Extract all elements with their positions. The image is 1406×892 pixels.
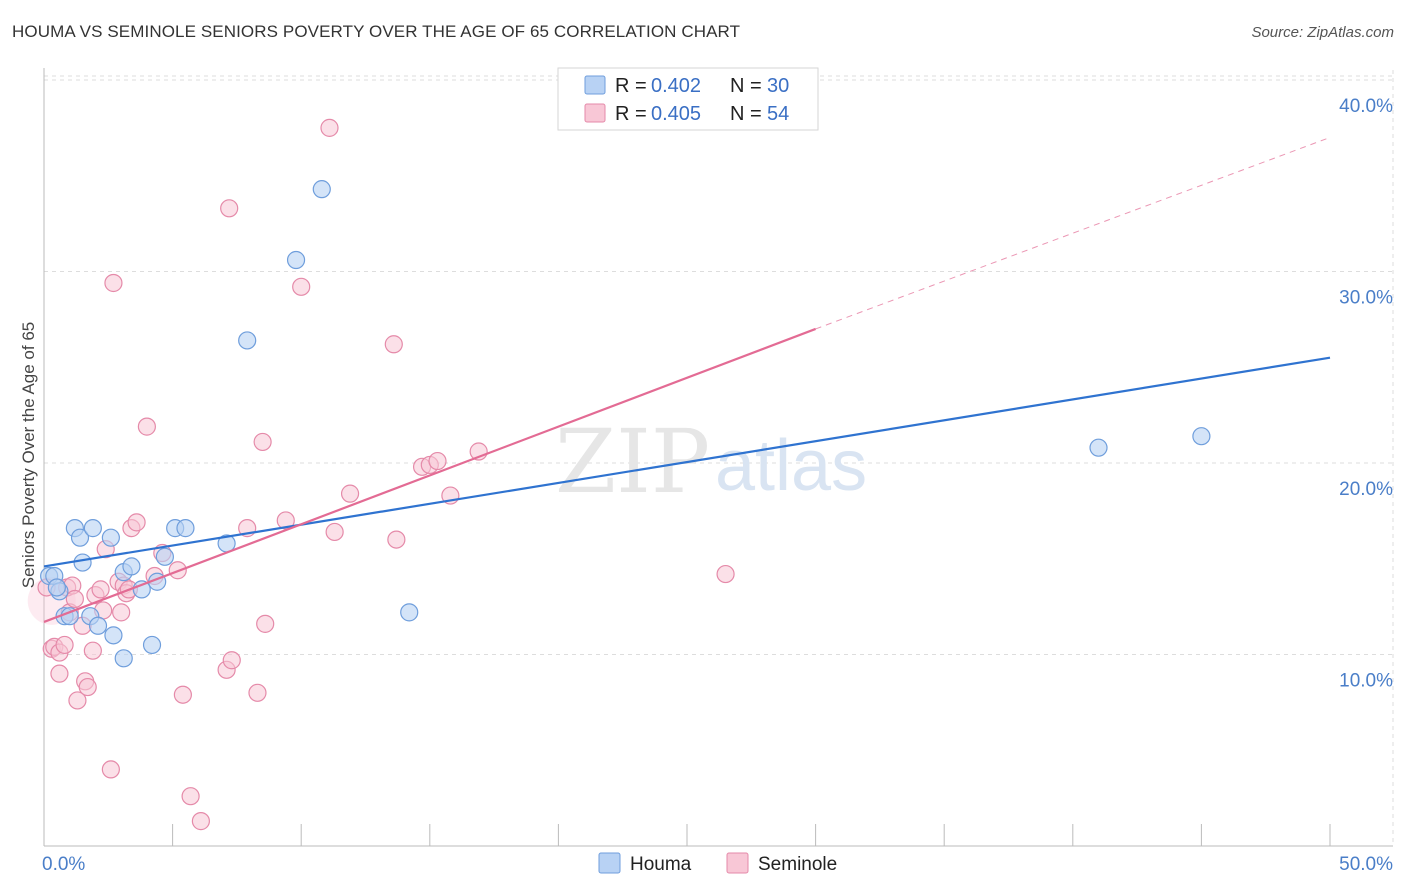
seminole-point-27 xyxy=(127,513,146,532)
legend-swatch-houma xyxy=(584,75,606,95)
seminole-point-37 xyxy=(222,651,241,670)
seminole-point-4 xyxy=(50,664,69,683)
seminole-point-13 xyxy=(78,677,97,697)
seminole-point-39 xyxy=(248,683,267,702)
x-tick-labels: 0.0% 50.0% xyxy=(42,854,1393,875)
bottom-legend-swatch-houma xyxy=(598,852,621,874)
trend-lines xyxy=(43,136,1331,623)
seminole-point-10 xyxy=(68,691,87,710)
seminole-point-16 xyxy=(91,580,110,599)
seminole-point-48 xyxy=(387,530,406,549)
bottom-legend-swatch-seminole xyxy=(726,852,749,874)
x-tick-label-max: 50.0% xyxy=(1339,854,1393,875)
seminole-point-33 xyxy=(181,787,200,806)
houma-point-16 xyxy=(132,580,151,599)
houma-point-13 xyxy=(114,649,133,668)
houma-point-12 xyxy=(104,626,123,645)
houma-point-17 xyxy=(142,635,162,655)
houma-point-10 xyxy=(88,616,108,635)
seminole-point-28 xyxy=(137,417,156,436)
seminole-point-9 xyxy=(65,589,84,609)
legend-r-value-houma: 0.402 xyxy=(651,75,701,97)
houma-point-26 xyxy=(400,603,419,622)
chart-title: HOUMA VS SEMINOLE SENIORS POVERTY OVER T… xyxy=(12,22,741,41)
legend-r-value-seminole: 0.405 xyxy=(651,103,701,125)
bottom-legend: Houma Seminole xyxy=(598,852,837,875)
legend-r-label-seminole: R = xyxy=(615,103,647,125)
houma-point-27 xyxy=(1089,438,1108,457)
seminole-point-41 xyxy=(256,614,275,633)
legend-box: R = 0.402 N = 30 R = 0.405 N = 54 xyxy=(557,67,819,131)
seminole-point-45 xyxy=(325,522,344,542)
y-tick-label-20: 20.0% xyxy=(1339,479,1393,500)
houma-point-24 xyxy=(286,250,306,270)
watermark: ZIP atlas xyxy=(555,410,867,513)
houma-point-25 xyxy=(312,180,331,199)
houma-point-15 xyxy=(122,557,141,576)
seminole-point-47 xyxy=(384,335,403,354)
seminole-point-54 xyxy=(716,564,735,584)
seminole-trend-line xyxy=(43,327,816,623)
y-tick-label-10: 10.0% xyxy=(1339,671,1393,692)
y-tick-label-40: 40.0% xyxy=(1339,96,1393,117)
axes xyxy=(43,68,1393,847)
seminole-point-51 xyxy=(428,451,447,471)
seminole-point-40 xyxy=(253,432,272,452)
legend-n-value-houma: 30 xyxy=(767,75,789,97)
houma-point-28 xyxy=(1192,427,1211,446)
seminole-point-5 xyxy=(55,635,74,655)
seminole-point-19 xyxy=(101,760,120,779)
seminole-point-36 xyxy=(220,199,239,218)
legend-n-value-seminole: 54 xyxy=(767,103,789,125)
seminole-point-34 xyxy=(191,812,210,831)
seminole-point-43 xyxy=(292,277,311,296)
watermark-atlas: atlas xyxy=(715,426,867,506)
houma-point-23 xyxy=(238,331,257,350)
source-credit: Source: ZipAtlas.com xyxy=(1251,24,1394,41)
legend-n-label-seminole: N = xyxy=(730,103,762,125)
houma-point-21 xyxy=(176,519,195,538)
y-axis-label: Seniors Poverty Over the Age of 65 xyxy=(19,322,38,588)
seminole-point-22 xyxy=(112,603,131,622)
x-tick-label-min: 0.0% xyxy=(42,854,85,875)
seminole-trend-extension xyxy=(815,136,1331,330)
y-tick-label-30: 30.0% xyxy=(1339,288,1393,309)
houma-point-29 xyxy=(47,578,66,597)
seminole-point-44 xyxy=(320,118,339,137)
bottom-legend-houma: Houma xyxy=(630,854,692,875)
houma-trend-line xyxy=(43,356,1331,568)
houma-points xyxy=(40,180,1211,668)
houma-point-9 xyxy=(83,519,102,538)
legend-swatch-seminole xyxy=(584,103,606,123)
houma-point-11 xyxy=(101,528,120,547)
bottom-legend-seminole: Seminole xyxy=(758,854,837,875)
seminole-point-32 xyxy=(173,685,192,704)
seminole-point-14 xyxy=(83,641,102,660)
houma-point-6 xyxy=(70,528,90,547)
legend-n-label-houma: N = xyxy=(730,75,762,97)
seminole-point-20 xyxy=(104,273,123,293)
seminole-point-46 xyxy=(340,484,360,503)
houma-point-19 xyxy=(155,547,174,566)
legend-r-label-houma: R = xyxy=(615,75,647,97)
y-tick-labels: 10.0% 20.0% 30.0% 40.0% xyxy=(1339,96,1393,692)
houma-point-7 xyxy=(73,553,92,572)
seminole-point-42 xyxy=(276,511,295,530)
